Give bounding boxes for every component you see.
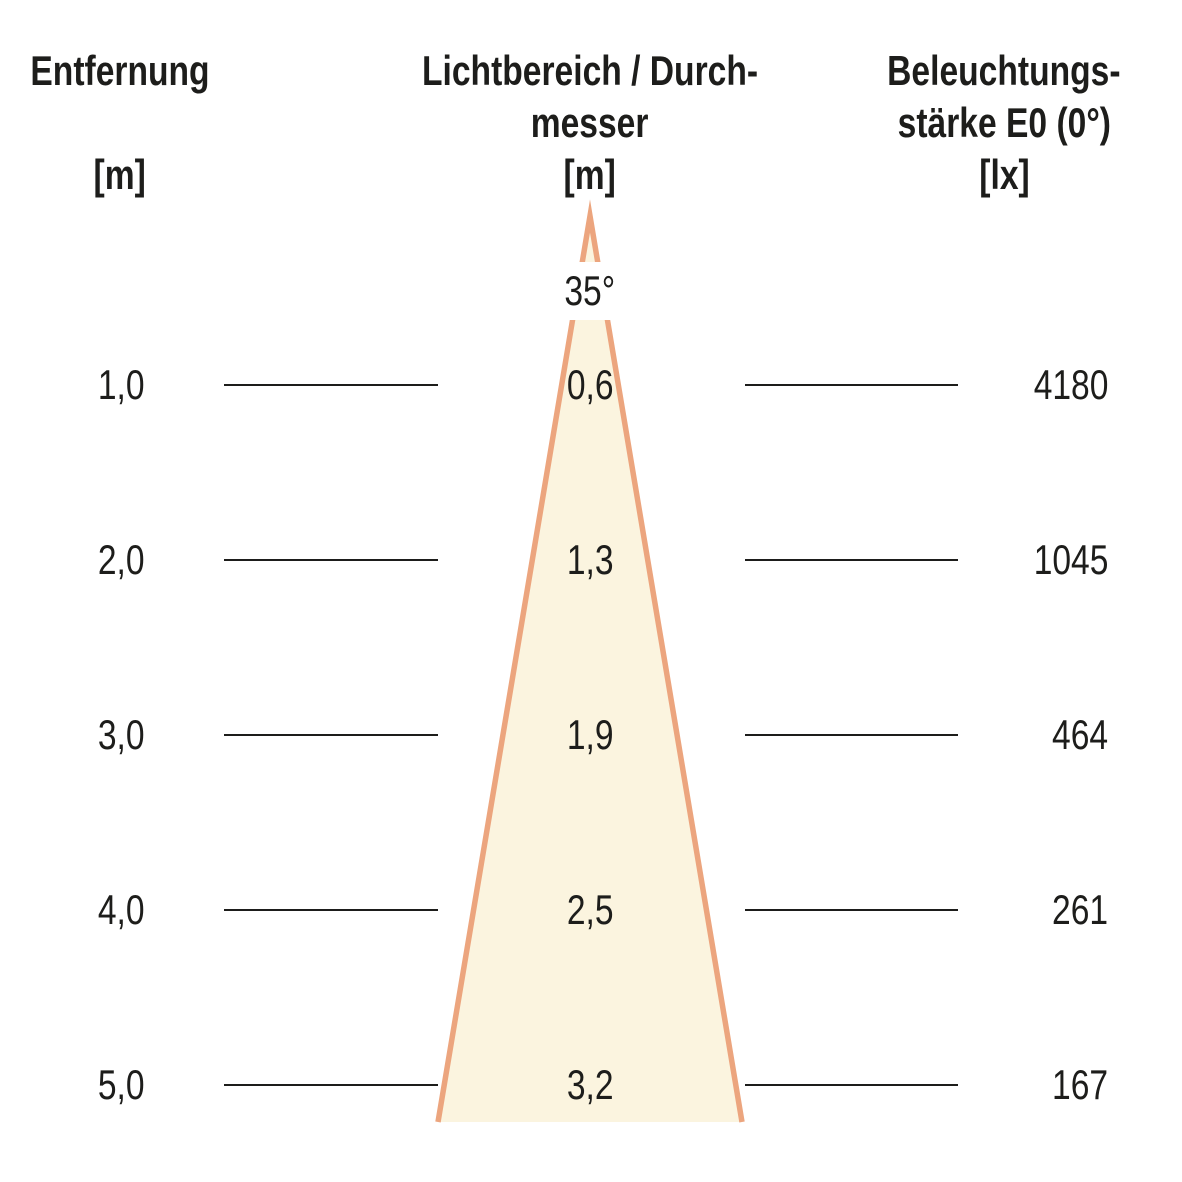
column-header-illuminance-line1: Beleuchtungs- <box>887 47 1121 94</box>
light-cone <box>435 199 745 1123</box>
diameter-value: 2,5 <box>515 884 665 936</box>
diameter-value: 1,9 <box>515 709 665 761</box>
column-header-diameter: Lichtbereich / Durch- messer <box>340 45 840 149</box>
left-connector-line <box>224 384 438 386</box>
column-unit-diameter-text: [m] <box>563 151 617 198</box>
illuminance-text: 1045 <box>1033 536 1108 583</box>
right-connector-line <box>745 559 958 561</box>
column-header-diameter-line1: Lichtbereich / Durch- <box>421 47 759 94</box>
column-unit-illuminance: [lx] <box>754 149 1182 201</box>
diameter-text: 2,5 <box>566 886 614 933</box>
left-connector-line <box>224 909 438 911</box>
distance-value: 5,0 <box>46 1059 196 1111</box>
illuminance-value: 167 <box>908 1059 1108 1111</box>
left-connector-line <box>224 559 438 561</box>
distance-text: 2,0 <box>97 536 145 583</box>
distance-text: 3,0 <box>97 711 145 758</box>
distance-value: 2,0 <box>46 534 196 586</box>
illuminance-value: 4180 <box>908 359 1108 411</box>
distance-value: 3,0 <box>46 709 196 761</box>
column-header-illuminance: Beleuchtungs- stärke E0 (0°) <box>754 45 1182 149</box>
diameter-text: 1,9 <box>566 711 614 758</box>
distance-value: 4,0 <box>46 884 196 936</box>
distance-text: 1,0 <box>97 361 145 408</box>
column-header-diameter-line2: messer <box>531 99 649 146</box>
column-unit-illuminance-text: [lx] <box>978 151 1030 198</box>
illuminance-value: 464 <box>908 709 1108 761</box>
right-connector-line <box>745 1084 958 1086</box>
column-header-distance-text: Entfernung <box>30 47 210 94</box>
beam-angle-value: 35° <box>564 267 616 314</box>
right-connector-line <box>745 734 958 736</box>
column-header-distance: Entfernung <box>0 45 240 97</box>
illuminance-value: 261 <box>908 884 1108 936</box>
column-unit-diameter: [m] <box>340 149 840 201</box>
column-unit-distance-text: [m] <box>93 151 147 198</box>
illuminance-text: 464 <box>1051 711 1108 758</box>
right-connector-line <box>745 384 958 386</box>
diameter-value: 3,2 <box>515 1059 665 1111</box>
beam-angle-label: 35° <box>532 262 648 320</box>
column-unit-distance: [m] <box>0 149 240 201</box>
column-header-illuminance-line2: stärke E0 (0°) <box>897 99 1111 146</box>
diameter-value: 1,3 <box>515 534 665 586</box>
distance-text: 4,0 <box>97 886 145 933</box>
illuminance-value: 1045 <box>908 534 1108 586</box>
illuminance-text: 261 <box>1051 886 1108 933</box>
diameter-value: 0,6 <box>515 359 665 411</box>
left-connector-line <box>224 1084 438 1086</box>
right-connector-line <box>745 909 958 911</box>
illuminance-text: 167 <box>1051 1061 1108 1108</box>
diameter-text: 3,2 <box>566 1061 614 1108</box>
distance-text: 5,0 <box>97 1061 145 1108</box>
distance-value: 1,0 <box>46 359 196 411</box>
diameter-text: 1,3 <box>566 536 614 583</box>
left-connector-line <box>224 734 438 736</box>
diameter-text: 0,6 <box>566 361 614 408</box>
illuminance-text: 4180 <box>1033 361 1108 408</box>
